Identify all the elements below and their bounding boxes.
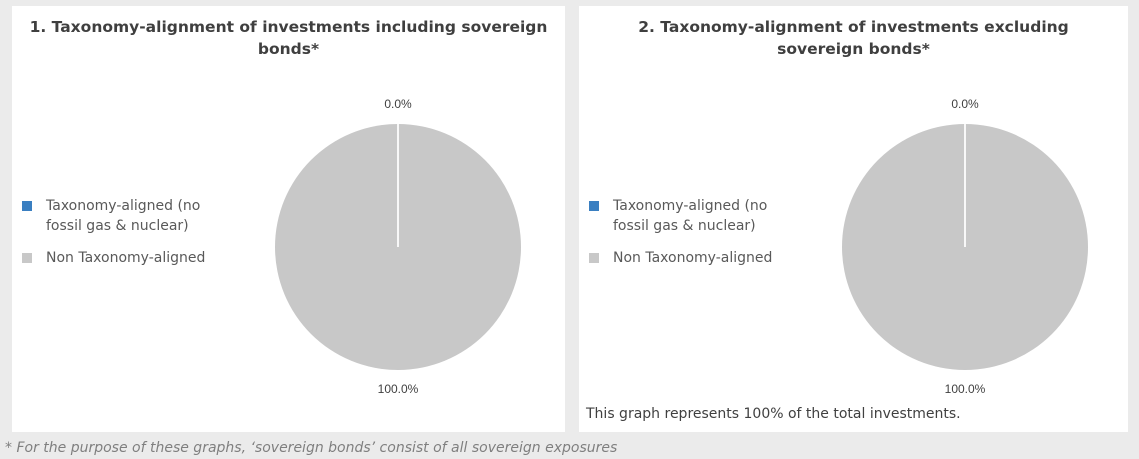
chart-legend: Taxonomy-aligned (no fossil gas & nuclea…: [20, 196, 225, 280]
chart-legend: Taxonomy-aligned (no fossil gas & nuclea…: [587, 196, 792, 280]
legend-item-non-taxonomy-aligned: Non Taxonomy-aligned: [20, 248, 225, 268]
chart-panel-including-sovereign-bonds: 1. Taxonomy-alignment of investments inc…: [12, 6, 565, 432]
legend-swatch-taxonomy-aligned: [22, 201, 32, 211]
data-label-taxonomy-aligned: 0.0%: [951, 97, 979, 111]
legend-item-non-taxonomy-aligned: Non Taxonomy-aligned: [587, 248, 792, 268]
chart-title: 1. Taxonomy-alignment of investments inc…: [29, 18, 548, 58]
legend-swatch-non-taxonomy-aligned: [22, 253, 32, 263]
legend-label: Non Taxonomy-aligned: [613, 250, 773, 266]
legend-swatch-taxonomy-aligned: [589, 201, 599, 211]
chart-title: 2. Taxonomy-alignment of investments exc…: [638, 18, 1069, 58]
chart-panel-excluding-sovereign-bonds: 2. Taxonomy-alignment of investments exc…: [579, 6, 1128, 432]
data-label-non-taxonomy-aligned: 100.0%: [945, 382, 986, 396]
data-label-non-taxonomy-aligned: 100.0%: [378, 382, 419, 396]
data-label-taxonomy-aligned: 0.0%: [384, 97, 412, 111]
legend-label: Taxonomy-aligned (no fossil gas & nuclea…: [613, 198, 768, 234]
chart-note: This graph represents 100% of the total …: [586, 406, 961, 422]
legend-item-taxonomy-aligned: Taxonomy-aligned (no fossil gas & nuclea…: [20, 196, 225, 236]
legend-label: Taxonomy-aligned (no fossil gas & nuclea…: [46, 198, 201, 234]
legend-swatch-non-taxonomy-aligned: [589, 253, 599, 263]
pie-chart: 0.0% 100.0%: [842, 97, 1088, 396]
legend-item-taxonomy-aligned: Taxonomy-aligned (no fossil gas & nuclea…: [587, 196, 792, 236]
legend-label: Non Taxonomy-aligned: [46, 250, 206, 266]
footnote: * For the purpose of these graphs, ‘sove…: [5, 440, 618, 456]
pie-chart: 0.0% 100.0%: [275, 97, 521, 396]
